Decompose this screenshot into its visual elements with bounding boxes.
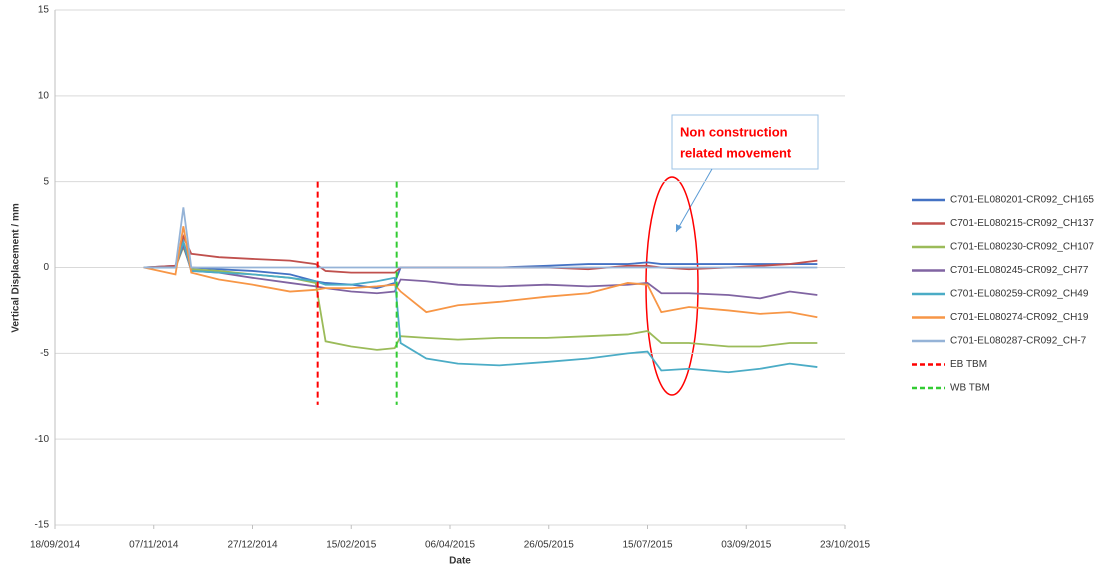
series-line xyxy=(143,238,818,290)
y-tick-label: 10 xyxy=(38,90,50,101)
annotation-text: related movement xyxy=(680,145,792,160)
legend-label: EB TBM xyxy=(950,359,987,370)
x-tick-label: 07/11/2014 xyxy=(129,540,179,551)
x-tick-label: 15/02/2015 xyxy=(326,540,376,551)
legend-label: C701-EL080259-CR092_CH49 xyxy=(950,289,1089,300)
legend-label: C701-EL080287-CR092_CH-7 xyxy=(950,336,1087,347)
y-tick-label: 15 xyxy=(38,5,50,16)
annotation-text: Non construction xyxy=(680,124,788,139)
series-line xyxy=(143,244,818,351)
legend-label: C701-EL080245-CR092_CH77 xyxy=(950,265,1089,276)
legend-label: C701-EL080230-CR092_CH107 xyxy=(950,242,1094,253)
y-tick-label: 5 xyxy=(43,176,49,187)
y-tick-label: -10 xyxy=(35,434,50,445)
x-axis-label: Date xyxy=(449,556,471,567)
highlight-ellipse xyxy=(645,176,699,396)
series-line xyxy=(143,242,818,300)
x-tick-label: 18/09/2014 xyxy=(30,540,80,551)
series-line xyxy=(143,226,818,319)
y-tick-label: -15 xyxy=(35,520,50,531)
x-tick-label: 23/10/2015 xyxy=(820,540,870,551)
legend-label: C701-EL080274-CR092_CH19 xyxy=(950,312,1089,323)
x-tick-label: 27/12/2014 xyxy=(227,540,277,551)
legend-label: C701-EL080215-CR092_CH137 xyxy=(950,218,1094,229)
series-line xyxy=(143,238,818,374)
legend-label: C701-EL080201-CR092_CH165 xyxy=(950,195,1094,206)
arrow-head xyxy=(676,224,682,232)
x-tick-label: 03/09/2015 xyxy=(721,540,771,551)
y-axis-label: Vertical Displacement / mm xyxy=(11,203,22,333)
annotation-box xyxy=(671,114,819,170)
y-tick-label: 0 xyxy=(43,262,49,273)
legend-label: WB TBM xyxy=(950,383,990,394)
y-tick-label: -5 xyxy=(40,348,49,359)
annotation-arrow xyxy=(675,168,713,233)
x-tick-label: 26/05/2015 xyxy=(524,540,574,551)
series-line xyxy=(143,207,818,269)
x-tick-label: 15/07/2015 xyxy=(622,540,672,551)
x-tick-label: 06/04/2015 xyxy=(425,540,475,551)
